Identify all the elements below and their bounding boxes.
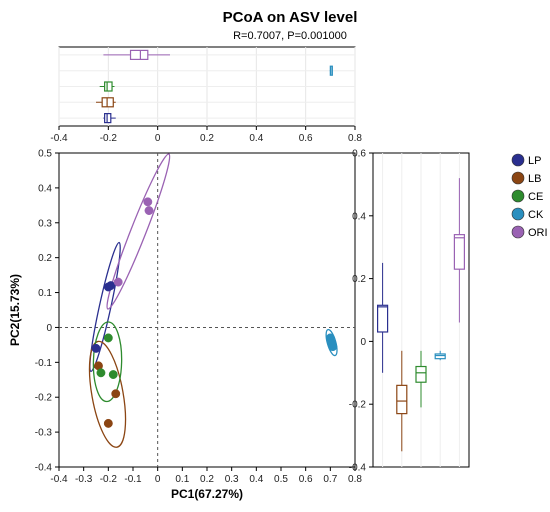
- right-y-tick-label: 0.4: [352, 211, 366, 222]
- y-tick-label: -0.3: [35, 428, 53, 439]
- right-box-lb: [396, 384, 408, 415]
- x-tick-label: -0.3: [75, 474, 93, 485]
- top-x-tick-label: -0.4: [50, 133, 68, 144]
- x-tick-label: 0.8: [348, 474, 362, 485]
- y-tick-label: 0.4: [38, 183, 52, 194]
- y-tick-label: 0.1: [38, 288, 52, 299]
- x-tick-label: -0.1: [124, 474, 142, 485]
- point-ce: [103, 333, 113, 343]
- chart-title: PCoA on ASV level: [223, 9, 358, 26]
- x-tick-label: 0.3: [225, 474, 239, 485]
- plot-layer: -0.4 -0.3 -0.2 -0.1 0 0.1 0.2 0.3 0.4 0.5 0.6 0.7 0.…: [35, 46, 548, 485]
- y-axis-label: PC2(15.73%): [8, 274, 22, 346]
- top-box-ce: [104, 81, 113, 92]
- right-y-tick-label: -0.4: [349, 463, 367, 474]
- x-tick-label: 0.1: [175, 474, 189, 485]
- point-lp: [91, 343, 101, 353]
- chart-subtitle: R=0.7007, P=0.001000: [233, 30, 347, 42]
- right-box-lp: [377, 304, 389, 333]
- ellipse-ori: [106, 153, 171, 310]
- x-tick-label: -0.4: [50, 474, 68, 485]
- top-x-tick-label: 0.4: [249, 133, 263, 144]
- y-tick-label: -0.1: [35, 358, 53, 369]
- legend-marker-ce: [511, 189, 525, 203]
- legend-label-ce: CE: [528, 191, 543, 203]
- top-x-tick-label: 0.8: [348, 133, 362, 144]
- legend-label-ck: CK: [528, 209, 544, 221]
- y-tick-label: -0.4: [35, 463, 53, 474]
- x-tick-label: 0.7: [323, 474, 337, 485]
- x-tick-label: 0.4: [249, 474, 263, 485]
- top-box-ori: [129, 49, 149, 61]
- main-plot-frame: [58, 152, 356, 468]
- legend-label-lb: LB: [528, 173, 541, 185]
- right-y-tick-label: 0.6: [352, 149, 366, 160]
- right-y-tick-label: 0: [360, 337, 366, 348]
- right-box-ce: [415, 365, 427, 383]
- x-tick-label: 0.6: [299, 474, 313, 485]
- top-x-tick-label: 0: [155, 133, 161, 144]
- x-tick-label: 0: [155, 474, 161, 485]
- top-x-tick-label: 0.2: [200, 133, 214, 144]
- y-tick-label: 0.5: [38, 149, 52, 160]
- right-box-ori: [453, 234, 465, 270]
- top-x-tick-label: 0.6: [299, 133, 313, 144]
- point-ce: [96, 368, 106, 378]
- ellipse-lp: [89, 241, 121, 373]
- point-ck: [328, 342, 338, 352]
- top-box-lb: [101, 97, 114, 108]
- x-tick-label: 0.5: [274, 474, 288, 485]
- right-y-tick-label: -0.2: [349, 400, 367, 411]
- ellipse-lb: [88, 340, 127, 448]
- legend-label-ori: ORI: [528, 227, 548, 239]
- right-y-tick-label: 0.2: [352, 274, 366, 285]
- top-box-lp: [104, 112, 112, 124]
- point-ori: [143, 197, 153, 207]
- y-tick-label: 0.3: [38, 218, 52, 229]
- legend-marker-lp: [511, 153, 525, 167]
- y-tick-label: 0.2: [38, 253, 52, 264]
- point-ori: [113, 277, 123, 287]
- y-tick-label: -0.2: [35, 393, 53, 404]
- x-axis-label: PC1(67.27%): [171, 487, 243, 501]
- legend-marker-ori: [511, 225, 525, 239]
- point-ce: [108, 370, 118, 379]
- x-tick-label: 0.2: [200, 474, 214, 485]
- right-box-ck: [434, 353, 446, 360]
- point-lp: [103, 282, 113, 292]
- x-tick-label: -0.2: [100, 474, 118, 485]
- legend-label-lp: LP: [528, 155, 541, 167]
- top-x-tick-label: -0.2: [100, 133, 118, 144]
- point-lb: [111, 389, 121, 399]
- ellipse-ce: [92, 321, 123, 403]
- legend-marker-ck: [511, 207, 525, 221]
- point-ori: [144, 206, 154, 216]
- point-lb: [103, 418, 113, 428]
- y-tick-label: 0: [46, 323, 52, 334]
- legend-marker-lb: [511, 171, 525, 185]
